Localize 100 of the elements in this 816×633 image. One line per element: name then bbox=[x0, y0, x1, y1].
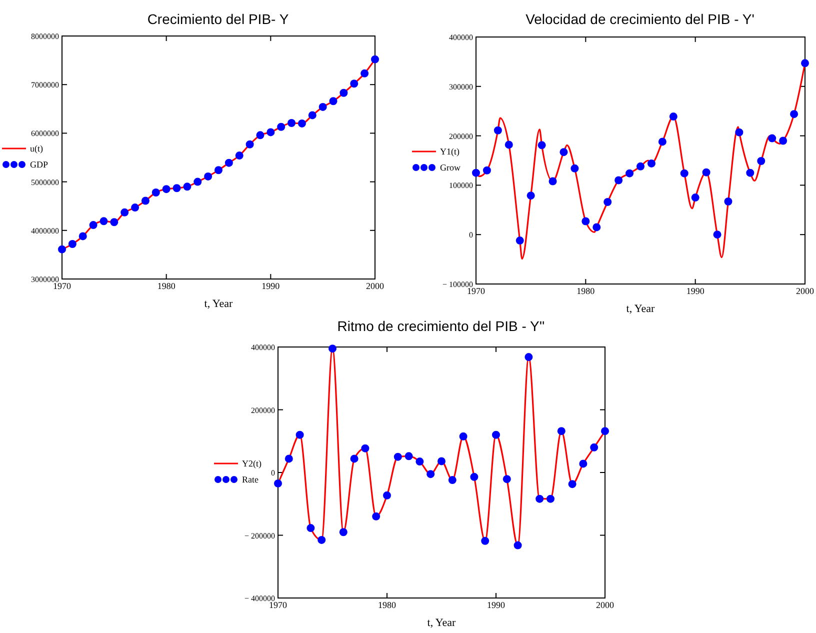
point bbox=[647, 159, 656, 168]
y-tick-label: 8000000 bbox=[31, 32, 59, 41]
point bbox=[183, 182, 192, 191]
point bbox=[141, 196, 150, 205]
point bbox=[372, 512, 380, 520]
y-tick-label: 3000000 bbox=[31, 275, 59, 284]
point bbox=[658, 138, 666, 146]
x-tick-label: 1970 bbox=[269, 600, 288, 610]
point bbox=[246, 140, 254, 148]
point bbox=[592, 223, 601, 232]
point bbox=[579, 460, 588, 468]
point bbox=[100, 217, 108, 226]
point bbox=[339, 528, 348, 536]
y-tick-label: 5000000 bbox=[31, 178, 59, 187]
point bbox=[404, 452, 413, 460]
point bbox=[636, 162, 644, 170]
legend-label: u(t) bbox=[30, 144, 43, 154]
x-tick-label: 1980 bbox=[157, 281, 176, 291]
point bbox=[669, 112, 678, 121]
point bbox=[328, 344, 336, 353]
point bbox=[470, 472, 478, 481]
point bbox=[459, 432, 468, 440]
point bbox=[438, 457, 446, 466]
point bbox=[340, 88, 348, 97]
point bbox=[502, 475, 511, 484]
point bbox=[735, 128, 744, 136]
point bbox=[538, 141, 546, 150]
x-tick-label: 1980 bbox=[378, 600, 396, 610]
y-tick-label: − 200000 bbox=[244, 531, 275, 540]
chart-title: Ritmo de crecimiento del PIB - Y'' bbox=[337, 318, 545, 334]
point bbox=[110, 218, 118, 226]
point bbox=[492, 430, 500, 439]
point bbox=[68, 240, 76, 248]
point bbox=[204, 172, 212, 180]
y-tick-label: 0 bbox=[469, 230, 473, 240]
point bbox=[590, 443, 598, 452]
point bbox=[691, 194, 700, 202]
point bbox=[224, 158, 233, 167]
point bbox=[472, 168, 480, 177]
point bbox=[524, 353, 533, 362]
legend-label: Grow bbox=[440, 162, 461, 172]
point bbox=[383, 491, 391, 500]
point bbox=[604, 198, 612, 206]
chart-title: Velocidad de crecimiento del PIB - Y' bbox=[526, 11, 754, 27]
point bbox=[360, 69, 369, 78]
x-tick-label: 1990 bbox=[686, 286, 705, 296]
y-tick-label: 200000 bbox=[251, 406, 275, 415]
x-tick-label: 1990 bbox=[487, 600, 506, 610]
legend-label: Y1(t) bbox=[440, 146, 460, 156]
y-tick-label: 6000000 bbox=[31, 129, 59, 138]
y-tick-label: 7000000 bbox=[31, 80, 59, 90]
point bbox=[78, 232, 87, 240]
y-tick-label: − 100000 bbox=[442, 280, 473, 289]
point bbox=[560, 148, 568, 156]
point bbox=[724, 198, 732, 206]
legend-label: Rate bbox=[242, 474, 258, 484]
point bbox=[284, 454, 293, 463]
x-tick-label: 1970 bbox=[467, 286, 486, 296]
x-axis-title: t, Year bbox=[204, 298, 234, 310]
point bbox=[120, 208, 129, 216]
x-axis-title: t, Year bbox=[626, 303, 656, 315]
x-tick-label: 2000 bbox=[366, 281, 384, 291]
point bbox=[768, 134, 776, 142]
point bbox=[557, 427, 566, 436]
point bbox=[288, 118, 296, 127]
y-tick-label: 400000 bbox=[449, 33, 473, 42]
point bbox=[614, 176, 623, 184]
y-tick-label: 400000 bbox=[251, 343, 275, 352]
point bbox=[350, 454, 358, 463]
point bbox=[306, 524, 315, 532]
point bbox=[194, 178, 202, 186]
point bbox=[702, 168, 710, 176]
point bbox=[570, 164, 579, 172]
point bbox=[318, 536, 326, 544]
point bbox=[526, 192, 535, 200]
point bbox=[58, 245, 66, 254]
point bbox=[426, 470, 435, 478]
point bbox=[680, 169, 688, 178]
point bbox=[235, 152, 244, 160]
chart-title: Crecimiento del PIB- Y bbox=[147, 11, 290, 27]
x-tick-label: 1970 bbox=[53, 281, 72, 291]
point bbox=[256, 131, 264, 140]
point bbox=[371, 55, 379, 64]
point bbox=[757, 156, 766, 165]
point bbox=[448, 476, 456, 484]
point bbox=[131, 204, 140, 212]
x-tick-label: 1980 bbox=[576, 286, 596, 296]
point bbox=[746, 168, 754, 177]
point bbox=[494, 126, 502, 134]
x-tick-label: 2000 bbox=[596, 600, 614, 610]
point bbox=[801, 59, 809, 68]
point bbox=[274, 479, 282, 488]
y-tick-label: 300000 bbox=[449, 82, 473, 92]
point bbox=[601, 427, 609, 436]
point bbox=[162, 185, 170, 194]
point bbox=[713, 230, 722, 239]
y-tick-label: 0 bbox=[271, 468, 275, 478]
point bbox=[361, 444, 370, 452]
point bbox=[89, 221, 98, 230]
point bbox=[172, 184, 181, 192]
